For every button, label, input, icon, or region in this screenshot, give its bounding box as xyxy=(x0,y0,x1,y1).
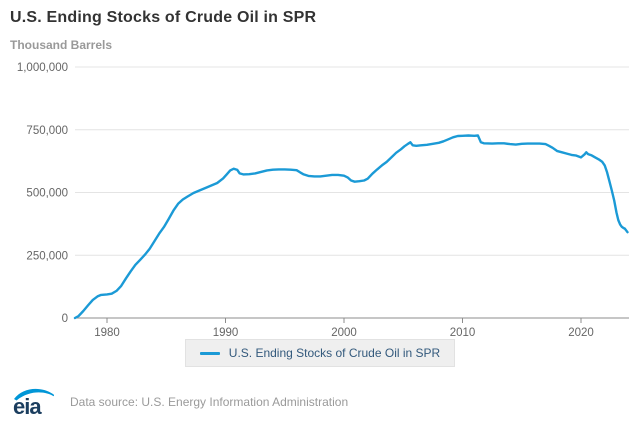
data-source-text: Data source: U.S. Energy Information Adm… xyxy=(70,395,349,409)
legend-item-spr-stocks[interactable]: U.S. Ending Stocks of Crude Oil in SPR xyxy=(184,339,456,367)
legend-label: U.S. Ending Stocks of Crude Oil in SPR xyxy=(228,346,441,360)
legend: U.S. Ending Stocks of Crude Oil in SPR xyxy=(0,339,640,367)
eia-logo-text: eia xyxy=(13,394,42,418)
y-tick-label: 250,000 xyxy=(26,250,68,262)
eia-logo-swoosh xyxy=(14,388,55,401)
x-tick-label: 1980 xyxy=(94,327,120,339)
x-tick-label: 1990 xyxy=(213,327,239,339)
y-tick-label: 0 xyxy=(62,313,68,325)
legend-line-swatch xyxy=(199,351,220,355)
y-tick-label: 1,000,000 xyxy=(17,62,68,74)
footer: eia Data source: U.S. Energy Information… xyxy=(10,385,630,419)
spr-stocks-series-line[interactable] xyxy=(73,134,629,320)
x-tick-label: 2020 xyxy=(568,327,594,339)
eia-logo: eia xyxy=(13,388,55,418)
x-tick-label: 2000 xyxy=(331,327,357,339)
x-tick-label: 2010 xyxy=(450,327,476,339)
y-axis-units-label: Thousand Barrels xyxy=(10,38,113,52)
y-tick-label: 750,000 xyxy=(26,125,68,137)
y-tick-label: 500,000 xyxy=(26,188,68,200)
plot-area: 0 250,000 500,000 750,000 1,000,000 1980 1990 2… xyxy=(17,62,629,339)
chart-title: U.S. Ending Stocks of Crude Oil in SPR xyxy=(10,9,317,26)
